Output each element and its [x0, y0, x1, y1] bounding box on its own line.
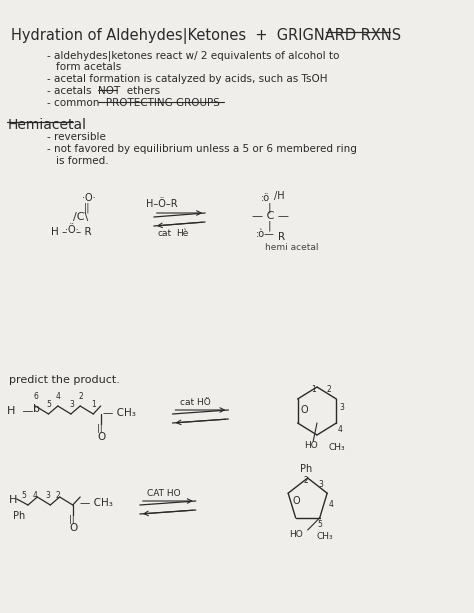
Text: - acetal formation is catalyzed by acids, such as TsOH: - acetal formation is catalyzed by acids…: [46, 74, 327, 84]
Text: 2: 2: [304, 476, 309, 485]
Text: cat HÖ: cat HÖ: [180, 398, 210, 407]
Text: - acetals  NOT  ethers: - acetals NOT ethers: [46, 86, 160, 96]
Text: ·Ö·: ·Ö·: [65, 225, 79, 235]
Text: 5: 5: [317, 520, 322, 529]
Text: O: O: [97, 432, 105, 442]
Text: :ò—: :ò—: [255, 229, 274, 239]
Text: - aldehydes|ketones react w/ 2 equivalents of alcohol to: - aldehydes|ketones react w/ 2 equivalen…: [46, 50, 339, 61]
Text: 2: 2: [326, 385, 331, 394]
Text: ||: ||: [69, 515, 75, 524]
Text: Hydration of Aldehydes|Ketones  +  GRIGNARD RXNS: Hydration of Aldehydes|Ketones + GRIGNAR…: [11, 28, 401, 44]
Text: 1: 1: [91, 400, 96, 409]
Text: form acetals: form acetals: [56, 62, 121, 72]
Text: b: b: [33, 404, 40, 414]
Text: 2: 2: [78, 392, 83, 401]
Text: H–Ö–R: H–Ö–R: [146, 199, 178, 209]
Text: 1: 1: [311, 385, 316, 394]
Text: — CH₃: — CH₃: [102, 408, 136, 418]
Text: hemi acetal: hemi acetal: [265, 243, 318, 252]
Text: |: |: [268, 220, 271, 230]
Text: R: R: [278, 232, 285, 242]
Text: Hè: Hè: [176, 229, 189, 238]
Text: 5: 5: [46, 400, 52, 409]
Text: Ph: Ph: [300, 464, 312, 474]
Text: |: |: [268, 202, 271, 213]
Text: 3: 3: [69, 400, 74, 409]
Text: - reversible: - reversible: [46, 132, 106, 142]
Text: O: O: [300, 405, 308, 415]
Text: - common  PROTECTING GROUPS: - common PROTECTING GROUPS: [46, 98, 219, 108]
Text: 4: 4: [337, 425, 342, 434]
Text: 3: 3: [46, 491, 51, 500]
Text: CH₃: CH₃: [328, 443, 345, 452]
Text: CH₃: CH₃: [317, 532, 334, 541]
Text: 4: 4: [56, 392, 61, 401]
Text: 3: 3: [339, 403, 344, 412]
Text: 4: 4: [33, 491, 37, 500]
Text: ||: ||: [84, 202, 91, 213]
Text: H  —: H —: [8, 406, 34, 416]
Text: CAT HO: CAT HO: [147, 489, 181, 498]
Text: Hemiacetal: Hemiacetal: [8, 118, 86, 132]
Text: /C\: /C\: [73, 212, 88, 222]
Text: — CH₃: — CH₃: [80, 498, 113, 508]
Text: 5: 5: [21, 491, 27, 500]
Text: HO: HO: [289, 530, 303, 539]
Text: is formed.: is formed.: [56, 156, 109, 166]
Text: H: H: [9, 495, 18, 505]
Text: H –: H –: [51, 227, 71, 237]
Text: 4: 4: [328, 500, 333, 509]
Text: 3: 3: [319, 480, 324, 489]
Text: 2: 2: [55, 491, 60, 500]
Text: predict the product.: predict the product.: [9, 375, 120, 385]
Text: – R: – R: [76, 227, 92, 237]
Text: O: O: [69, 523, 77, 533]
Text: — C —: — C —: [252, 211, 289, 221]
Text: HO: HO: [304, 441, 318, 450]
Text: Ph: Ph: [13, 511, 25, 521]
Text: ||: ||: [97, 424, 103, 433]
Text: ·O·: ·O·: [82, 193, 96, 203]
Text: O: O: [293, 496, 301, 506]
Text: /H: /H: [274, 191, 285, 201]
Text: 6: 6: [34, 392, 38, 401]
Text: cat: cat: [157, 229, 172, 238]
Text: - not favored by equilibrium unless a 5 or 6 membered ring: - not favored by equilibrium unless a 5 …: [46, 144, 356, 154]
Text: :ö: :ö: [261, 193, 270, 203]
